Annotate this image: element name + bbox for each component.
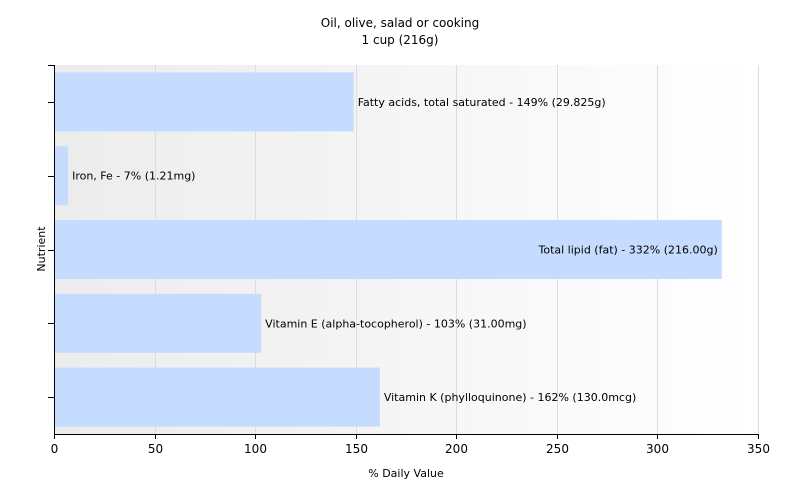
data-label: Vitamin E (alpha-tocopherol) - 103% (31.…: [265, 317, 526, 330]
bar: [55, 367, 380, 427]
x-tick-label: 150: [345, 442, 368, 456]
x-tick-label: 300: [646, 442, 669, 456]
x-axis-label: % Daily Value: [368, 467, 444, 480]
x-ticks: 0 50 100 150 200 250 300 350: [51, 434, 770, 456]
data-label: Total lipid (fat) - 332% (216.00g): [537, 244, 717, 257]
y-axis-label: Nutrient: [35, 226, 48, 272]
x-tick-label: 250: [546, 442, 569, 456]
x-tick-label: 350: [747, 442, 770, 456]
x-tick-label: 200: [445, 442, 468, 456]
axes: [48, 65, 758, 435]
chart-title: Oil, olive, salad or cooking: [321, 16, 479, 30]
bar: [55, 146, 69, 206]
bar: [55, 293, 262, 353]
data-labels: Fatty acids, total saturated - 149% (29.…: [72, 96, 718, 404]
x-tick-label: 50: [148, 442, 163, 456]
data-label: Iron, Fe - 7% (1.21mg): [72, 170, 195, 183]
data-label: Vitamin K (phylloquinone) - 162% (130.0m…: [384, 391, 636, 404]
chart-subtitle: 1 cup (216g): [362, 33, 439, 47]
bar: [55, 219, 722, 280]
bars: [55, 72, 722, 427]
bar: [55, 72, 354, 132]
data-label: Fatty acids, total saturated - 149% (29.…: [358, 96, 606, 109]
x-tick-label: 100: [244, 442, 267, 456]
y-ticks: [48, 102, 54, 398]
x-tick-label: 0: [51, 442, 59, 456]
